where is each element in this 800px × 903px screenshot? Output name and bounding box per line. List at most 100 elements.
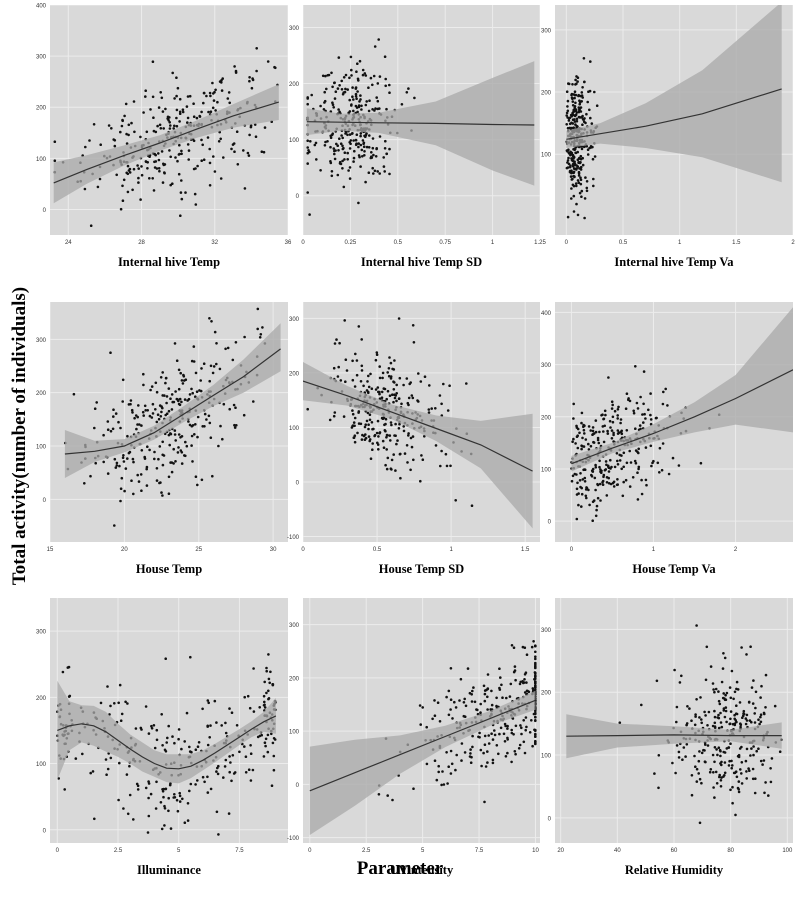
- data-point: [717, 726, 721, 730]
- data-point: [169, 124, 172, 127]
- data-point: [91, 770, 95, 773]
- data-point: [243, 695, 246, 699]
- data-point: [469, 752, 472, 755]
- data-point: [167, 809, 170, 813]
- data-point: [753, 721, 757, 724]
- data-point: [590, 122, 594, 125]
- data-point: [607, 376, 610, 379]
- data-point: [737, 780, 741, 783]
- data-point: [733, 723, 737, 727]
- data-point: [126, 812, 130, 816]
- data-point: [367, 171, 371, 174]
- data-point: [357, 142, 361, 145]
- data-point: [142, 414, 145, 417]
- data-point: [591, 500, 595, 504]
- data-point: [573, 160, 576, 163]
- data-point: [566, 109, 570, 113]
- data-point: [137, 181, 140, 184]
- data-point: [219, 424, 222, 428]
- data-point: [164, 107, 167, 111]
- data-point: [658, 471, 661, 474]
- data-point: [527, 690, 531, 694]
- data-point: [719, 721, 723, 724]
- data-point: [405, 377, 409, 380]
- data-point: [413, 96, 416, 100]
- data-point: [471, 734, 474, 738]
- data-point: [717, 713, 720, 717]
- data-point: [636, 407, 640, 410]
- data-point: [161, 744, 164, 747]
- data-point: [613, 409, 617, 413]
- data-point: [609, 426, 612, 429]
- data-point: [353, 424, 356, 428]
- data-point: [146, 409, 149, 412]
- data-point: [566, 105, 569, 108]
- data-point: [358, 59, 362, 63]
- data-point: [248, 706, 252, 710]
- data-point: [231, 358, 235, 362]
- data-point: [374, 388, 378, 391]
- y-tick-label: 200: [541, 691, 552, 697]
- data-point: [332, 147, 336, 150]
- data-point: [593, 476, 597, 480]
- data-point: [728, 686, 732, 689]
- data-point: [729, 742, 732, 745]
- x-tick-label: 0.5: [394, 240, 403, 246]
- data-point: [94, 461, 97, 465]
- data-point: [482, 684, 486, 688]
- data-point: [383, 170, 387, 173]
- confidence-band: [566, 714, 782, 759]
- data-point: [729, 717, 732, 721]
- data-point: [341, 144, 344, 148]
- data-point: [750, 686, 754, 689]
- data-point: [206, 699, 210, 702]
- data-point: [383, 55, 387, 58]
- data-point: [583, 476, 587, 480]
- data-point: [394, 469, 397, 472]
- data-point: [356, 110, 359, 114]
- data-point: [469, 761, 473, 764]
- data-point: [570, 187, 573, 190]
- data-point: [534, 688, 537, 691]
- data-point: [130, 121, 133, 125]
- data-point: [360, 104, 363, 108]
- data-point: [95, 401, 98, 404]
- data-point: [571, 183, 575, 187]
- data-point: [753, 712, 756, 715]
- data-point: [664, 387, 667, 391]
- data-point: [643, 412, 646, 416]
- data-point: [619, 421, 622, 425]
- confidence-band: [53, 84, 279, 204]
- data-point: [110, 127, 113, 130]
- x-tick-label: 1: [652, 547, 656, 553]
- data-point: [700, 781, 703, 785]
- x-tick-label: 100: [782, 848, 793, 854]
- y-tick-label: 0: [548, 816, 552, 822]
- data-point: [351, 412, 355, 416]
- x-tick-label: 15: [47, 547, 54, 553]
- y-tick-label: 0: [548, 520, 552, 526]
- data-point: [178, 397, 182, 401]
- data-point: [104, 758, 108, 761]
- data-point: [725, 691, 729, 695]
- data-point: [352, 98, 355, 101]
- data-point: [610, 437, 614, 440]
- data-point: [363, 72, 367, 75]
- data-point: [512, 670, 516, 674]
- data-point: [167, 492, 171, 496]
- data-point: [593, 90, 596, 94]
- data-point: [337, 149, 340, 152]
- data-point: [355, 373, 359, 377]
- y-tick-label: 0: [296, 194, 300, 200]
- data-point: [639, 395, 642, 399]
- data-point: [600, 471, 603, 475]
- data-point: [114, 412, 118, 415]
- data-point: [150, 727, 154, 730]
- data-point: [228, 407, 231, 411]
- data-point: [266, 733, 270, 737]
- data-point: [84, 145, 87, 149]
- data-point: [745, 777, 748, 780]
- data-point: [126, 164, 130, 168]
- global-y-axis-label-text: Total activity(number of individuals): [9, 286, 30, 586]
- data-point: [674, 771, 677, 775]
